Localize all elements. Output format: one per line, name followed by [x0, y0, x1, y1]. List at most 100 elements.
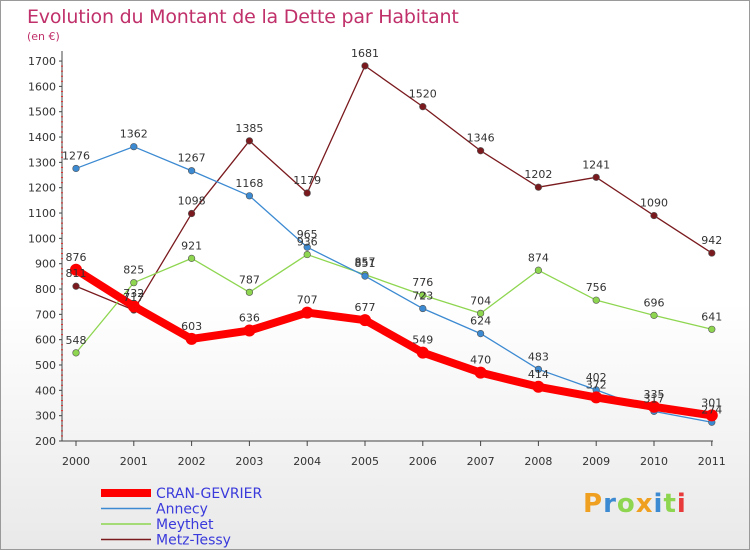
- y-minor-tick: [61, 283, 63, 285]
- data-label: 717: [123, 291, 144, 304]
- data-label: 1681: [351, 47, 379, 60]
- y-tick-label: 800: [35, 283, 56, 296]
- y-minor-tick: [61, 182, 63, 184]
- data-label: 372: [586, 378, 607, 391]
- series-line-cran-gevrier: [72, 265, 716, 420]
- y-minor-tick: [61, 126, 63, 128]
- y-minor-tick: [61, 192, 63, 194]
- data-point: [650, 211, 658, 220]
- data-point: [648, 400, 660, 413]
- chart-subtitle: (en €): [27, 30, 60, 43]
- data-point: [72, 164, 80, 173]
- data-label: 641: [701, 310, 722, 323]
- data-label: 1098: [178, 195, 206, 208]
- data-point: [72, 349, 80, 357]
- y-tick-label: 900: [35, 258, 56, 271]
- data-point: [477, 147, 485, 155]
- data-label: 1267: [178, 152, 206, 165]
- data-point: [245, 192, 253, 200]
- data-point: [419, 103, 427, 111]
- data-point: [245, 288, 253, 296]
- data-point: [477, 309, 485, 317]
- data-point: [534, 266, 543, 274]
- data-label: 811: [66, 267, 87, 280]
- y-minor-tick: [61, 207, 63, 209]
- y-minor-tick: [61, 80, 63, 82]
- data-label: 876: [66, 251, 87, 264]
- y-minor-tick: [61, 156, 63, 158]
- data-point: [303, 243, 311, 251]
- y-minor-tick: [61, 354, 63, 356]
- chart-title: Evolution du Montant de la Dette par Hab…: [27, 6, 459, 28]
- data-label: 707: [297, 294, 318, 307]
- y-minor-tick: [61, 202, 63, 204]
- data-label: 965: [297, 228, 318, 241]
- data-point: [303, 250, 311, 259]
- y-minor-tick: [61, 344, 63, 346]
- data-label: 1168: [235, 177, 263, 190]
- y-minor-tick: [61, 359, 63, 361]
- data-label: 942: [701, 234, 722, 247]
- data-label: 1276: [62, 149, 90, 162]
- y-minor-tick: [61, 410, 63, 412]
- y-minor-tick: [61, 318, 63, 320]
- data-point: [70, 263, 82, 276]
- data-point: [72, 282, 80, 290]
- data-point: [130, 143, 138, 151]
- data-label: 787: [239, 273, 260, 286]
- data-label: 549: [412, 334, 433, 347]
- data-label: 402: [586, 371, 607, 384]
- y-minor-tick: [61, 90, 63, 92]
- y-minor-tick: [61, 65, 63, 67]
- y-minor-tick: [61, 405, 63, 407]
- y-minor-tick: [61, 172, 63, 174]
- data-label: 603: [181, 320, 202, 333]
- data-point: [474, 366, 487, 379]
- data-point: [705, 409, 718, 422]
- x-tick-label: 2001: [120, 455, 148, 468]
- data-point: [708, 325, 716, 333]
- data-point: [301, 306, 314, 319]
- data-point: [188, 254, 196, 262]
- y-tick-label: 500: [35, 359, 56, 372]
- data-label: 414: [528, 368, 549, 381]
- data-label: 1202: [524, 168, 552, 181]
- data-label: 921: [181, 239, 202, 252]
- y-minor-tick: [61, 96, 63, 98]
- y-tick-label: 1200: [28, 182, 56, 195]
- y-tick-label: 700: [35, 308, 56, 321]
- data-label: 301: [701, 396, 722, 409]
- data-label: 470: [470, 354, 491, 367]
- data-point: [477, 330, 485, 338]
- y-minor-tick: [61, 242, 63, 244]
- y-minor-tick: [61, 131, 63, 133]
- y-minor-tick: [61, 303, 63, 305]
- data-point: [243, 324, 256, 337]
- data-point: [416, 346, 429, 359]
- y-minor-tick: [61, 166, 63, 168]
- data-point: [245, 137, 253, 145]
- y-minor-tick: [61, 308, 63, 310]
- y-tick-label: 600: [35, 334, 56, 347]
- y-minor-tick: [61, 374, 63, 376]
- y-minor-tick: [61, 151, 63, 153]
- y-minor-tick: [61, 425, 63, 427]
- y-minor-tick: [61, 278, 63, 280]
- y-minor-tick: [61, 101, 63, 103]
- series-line-annecy: [75, 146, 713, 423]
- legend-label: Annecy: [156, 502, 208, 518]
- data-point: [127, 300, 140, 313]
- data-point: [534, 365, 543, 373]
- y-minor-tick: [61, 293, 63, 295]
- data-label: 483: [528, 350, 549, 363]
- data-label: 1179: [293, 174, 321, 187]
- data-label: 1362: [120, 128, 148, 141]
- data-point: [650, 311, 658, 319]
- y-minor-tick: [61, 70, 63, 72]
- y-minor-tick: [61, 217, 63, 219]
- data-label: 274: [701, 403, 722, 416]
- data-label: 335: [644, 388, 665, 401]
- y-tick-label: 1300: [28, 156, 56, 169]
- data-point: [188, 167, 196, 175]
